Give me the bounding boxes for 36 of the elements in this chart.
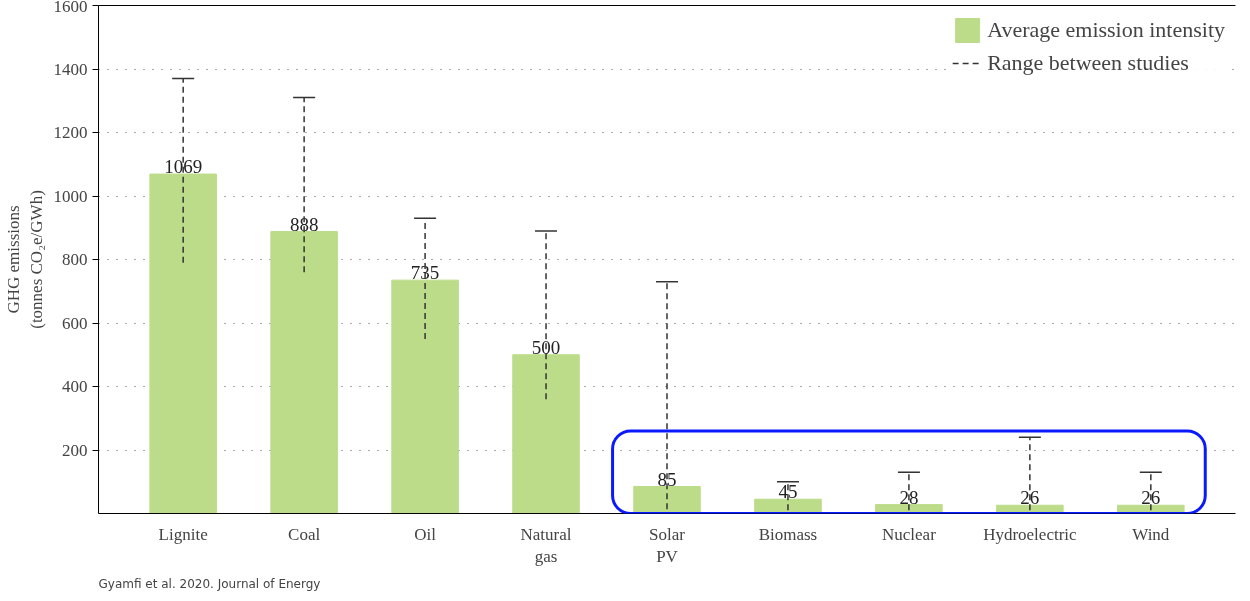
data-label: 500 [531, 336, 561, 358]
y-tick-label: 1200 [53, 123, 88, 142]
y-tick-label: 600 [62, 313, 88, 333]
x-tick-label: Coal [288, 524, 321, 544]
data-label: 26 [1020, 487, 1040, 509]
bar [149, 173, 217, 514]
x-tick-label: Biomass [758, 524, 818, 544]
data-label: 26 [1141, 487, 1161, 509]
x-tick-label: Lignite [158, 524, 208, 544]
y-axis-title: GHG emissions (tonnes CO₂e/GWh) [3, 190, 46, 329]
bar [270, 231, 338, 514]
data-label: 1069 [164, 156, 203, 178]
y-tick-label: 400 [62, 377, 88, 396]
data-label: 28 [899, 486, 919, 508]
bar [512, 354, 580, 514]
y-tick-label: 800 [62, 250, 88, 269]
data-label: 85 [657, 468, 677, 490]
y-tick-label: 1000 [53, 186, 88, 206]
bar [391, 279, 459, 514]
bar [633, 486, 701, 514]
text: Gyamfi et al. 2020. Journal of Energy [98, 576, 321, 591]
annotation: Range between studies [987, 50, 1189, 76]
bar [754, 498, 822, 514]
data-label: 45 [778, 481, 798, 503]
x-tick-label: Natural gas [520, 524, 572, 567]
y-tick-label: 1400 [53, 59, 88, 79]
x-tick-label: Solar PV [649, 524, 686, 567]
x-tick-label: Nuclear [882, 524, 937, 544]
y-tick-label: 200 [62, 440, 88, 460]
x-tick-label: Oil [414, 524, 437, 544]
y-tick-label: 1600 [53, 0, 88, 16]
x-tick-label: Wind [1132, 524, 1170, 544]
legend-label: Average emission intensity [987, 17, 1225, 43]
data-label: 735 [410, 262, 440, 284]
x-tick-label: Hydroelectric [983, 524, 1078, 544]
data-label: 888 [289, 213, 319, 235]
